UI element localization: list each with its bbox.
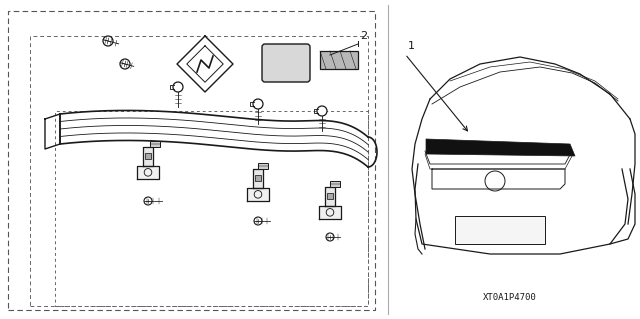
Polygon shape: [246, 188, 269, 201]
Circle shape: [103, 36, 113, 46]
FancyBboxPatch shape: [262, 44, 310, 82]
Bar: [327, 193, 333, 199]
Bar: [258, 163, 268, 169]
Circle shape: [326, 233, 334, 241]
Bar: [145, 153, 151, 159]
Polygon shape: [253, 169, 263, 188]
Bar: [150, 141, 160, 147]
Text: 2: 2: [360, 31, 367, 41]
Text: 1: 1: [408, 41, 415, 51]
Polygon shape: [319, 206, 341, 219]
Polygon shape: [136, 166, 159, 179]
Circle shape: [254, 217, 262, 225]
Bar: [455, 216, 545, 244]
Circle shape: [317, 106, 327, 116]
Circle shape: [173, 82, 183, 92]
Bar: [30, 36, 368, 306]
Polygon shape: [143, 147, 153, 166]
Polygon shape: [325, 187, 335, 206]
Circle shape: [120, 59, 130, 69]
Bar: [255, 175, 261, 181]
Bar: [320, 51, 358, 69]
Bar: [8, 11, 375, 310]
Circle shape: [253, 99, 263, 109]
Text: XT0A1P4700: XT0A1P4700: [483, 293, 537, 301]
Polygon shape: [426, 139, 575, 156]
Bar: [55, 111, 368, 306]
Circle shape: [144, 197, 152, 205]
Bar: [330, 181, 340, 187]
